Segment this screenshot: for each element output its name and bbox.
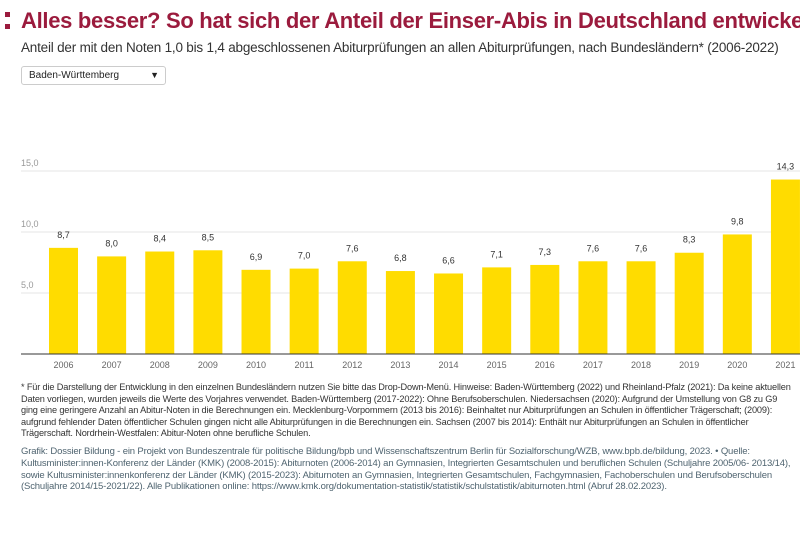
x-tick-label: 2020: [727, 360, 747, 370]
x-tick-label: 2008: [150, 360, 170, 370]
bar: [434, 273, 464, 354]
bar: [626, 261, 656, 354]
y-tick-label: 15,0: [21, 158, 39, 168]
footnotes: * Für die Darstellung der Entwicklung in…: [21, 382, 791, 439]
bar: [770, 179, 800, 354]
x-tick-label: 2017: [583, 360, 603, 370]
data-label: 8,3: [683, 235, 696, 245]
data-label: 6,8: [394, 253, 407, 263]
bar: [385, 271, 415, 354]
subtitle: Anteil der mit den Noten 1,0 bis 1,4 abg…: [21, 40, 779, 55]
bar-chart: 5,0 10,0 15,0 8,7 2006 8,0 2007 8,4 2008 8,5 2009 6…: [21, 158, 800, 370]
data-label: 8,4: [154, 234, 167, 244]
y-tick-label: 10,0: [21, 219, 39, 229]
data-label: 9,8: [731, 216, 744, 226]
x-tick-label: 2019: [679, 360, 699, 370]
chevron-down-icon: ▼: [150, 70, 159, 80]
data-label: 14,3: [777, 162, 795, 172]
bar: [674, 252, 704, 354]
x-tick-label: 2016: [535, 360, 555, 370]
x-tick-label: 2009: [198, 360, 218, 370]
data-label: 8,5: [202, 232, 215, 242]
x-tick-label: 2007: [102, 360, 122, 370]
title-marker-icon: [5, 24, 10, 29]
bar: [289, 268, 319, 354]
x-tick-label: 2014: [439, 360, 459, 370]
bar: [337, 261, 367, 354]
bar: [97, 256, 127, 354]
dropdown-value: Baden-Württemberg: [29, 70, 120, 81]
x-tick-label: 2006: [53, 360, 73, 370]
title-marker-icon: [5, 12, 10, 17]
x-tick-label: 2013: [390, 360, 410, 370]
data-label: 8,7: [57, 230, 70, 240]
bar: [578, 261, 608, 354]
data-label: 7,1: [490, 249, 503, 259]
state-dropdown[interactable]: Baden-Württemberg ▼: [21, 66, 166, 85]
data-label: 6,9: [250, 252, 263, 262]
bar: [193, 250, 223, 354]
x-tick-label: 2015: [487, 360, 507, 370]
data-label: 8,0: [105, 238, 118, 248]
bar: [241, 269, 271, 354]
footer: * Für die Darstellung der Entwicklung in…: [21, 382, 796, 493]
x-tick-label: 2012: [342, 360, 362, 370]
data-label: 7,6: [587, 243, 600, 253]
bar: [530, 264, 560, 354]
data-label: 6,6: [442, 255, 455, 265]
x-tick-label: 2021: [775, 360, 795, 370]
bar: [145, 251, 175, 354]
x-tick-label: 2018: [631, 360, 651, 370]
page-title: Alles besser? So hat sich der Anteil der…: [21, 8, 800, 33]
x-tick-label: 2010: [246, 360, 266, 370]
y-tick-label: 5,0: [21, 280, 34, 290]
x-tick-label: 2011: [294, 360, 313, 370]
bar: [722, 234, 752, 354]
data-label: 7,3: [539, 247, 552, 257]
data-label: 7,6: [346, 243, 359, 253]
data-label: 7,0: [298, 251, 311, 261]
bar: [482, 267, 512, 354]
data-label: 7,6: [635, 243, 648, 253]
bar: [49, 247, 78, 354]
source-credit: Grafik: Dossier Bildung - ein Projekt vo…: [21, 445, 791, 493]
